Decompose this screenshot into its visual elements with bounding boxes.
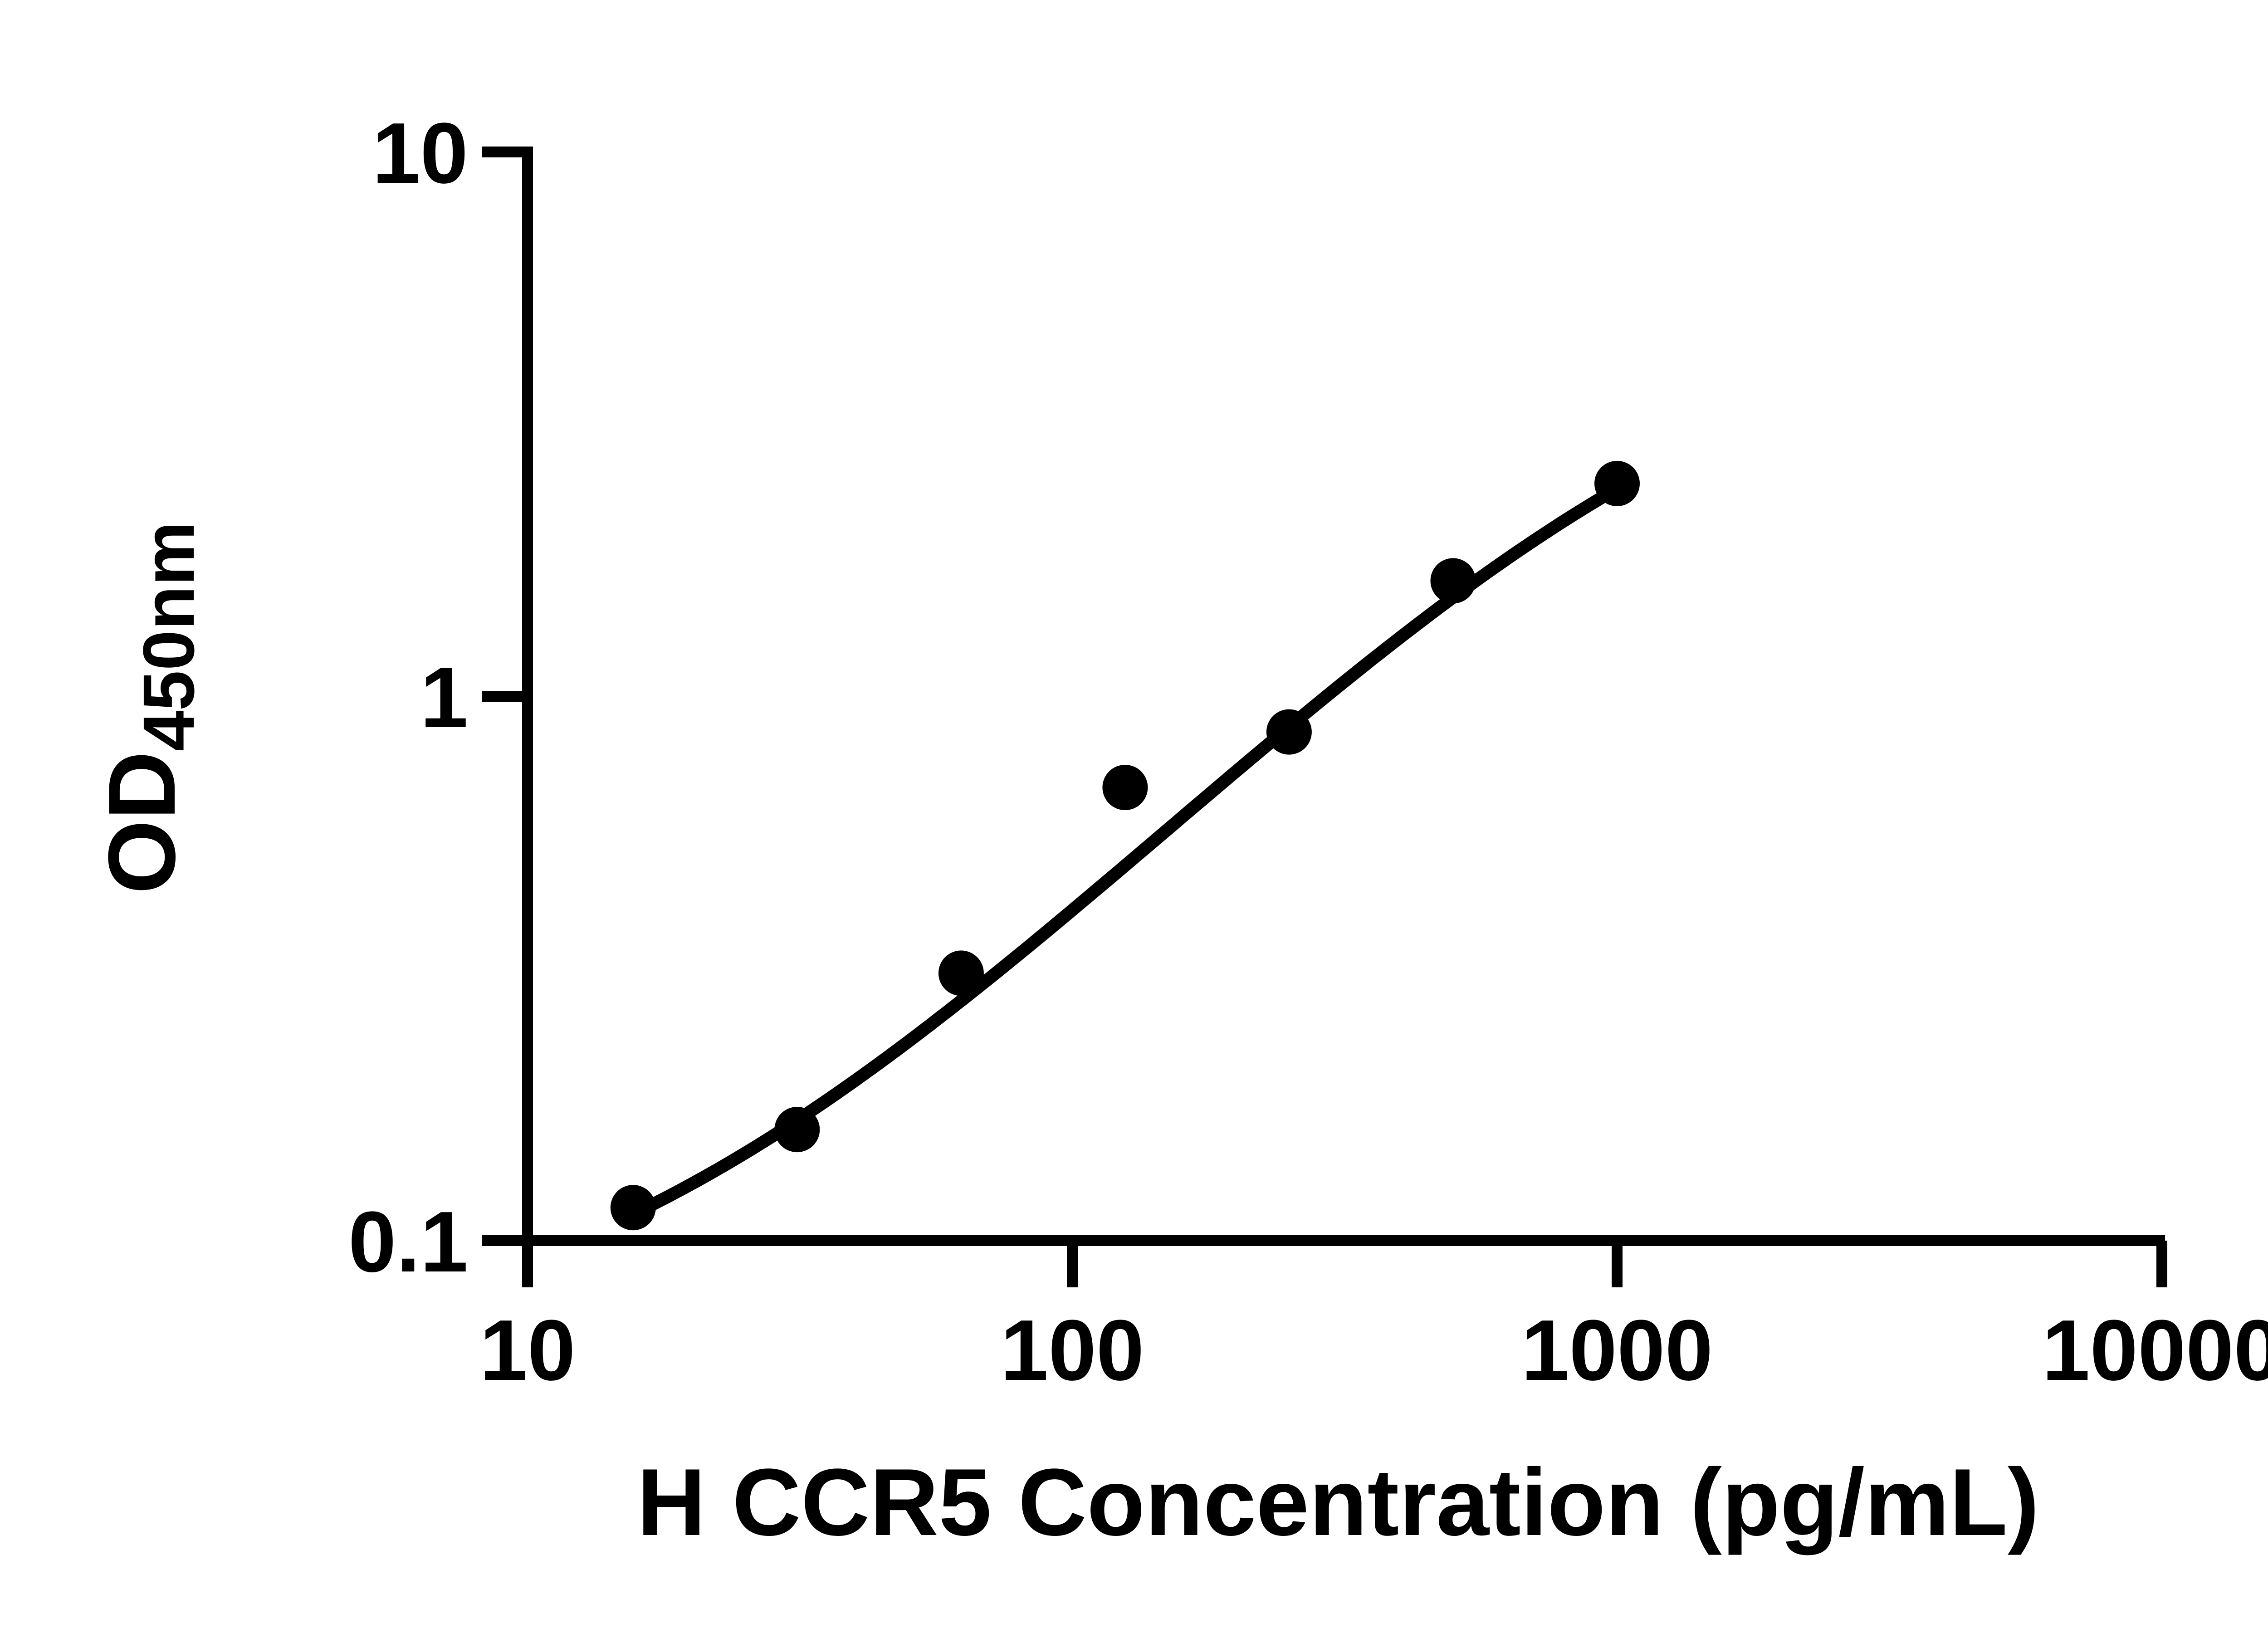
y-tick-label: 0.1: [348, 1194, 468, 1290]
data-point: [1266, 709, 1312, 755]
x-tick-label: 10: [479, 1302, 575, 1398]
data-point: [938, 950, 984, 996]
data-point: [610, 1185, 656, 1231]
x-tick-label: 10000: [2042, 1302, 2268, 1398]
x-axis-title: H CCR5 Concentration (pg/mL): [637, 1449, 2039, 1555]
y-axis-title-main: OD: [88, 751, 195, 894]
y-axis-title-subscript: 450nm: [128, 521, 209, 751]
x-tick-label: 1000: [1521, 1302, 1713, 1398]
y-axis-title: OD450nm: [88, 521, 209, 894]
data-point: [1594, 460, 1640, 506]
data-point: [1430, 558, 1476, 604]
data-point: [774, 1107, 820, 1153]
x-tick-label: 100: [1000, 1302, 1144, 1398]
y-tick-label: 10: [372, 105, 468, 201]
y-tick-label: 1: [420, 650, 468, 746]
data-point: [1102, 765, 1148, 810]
fit-curve: [626, 482, 1623, 1221]
